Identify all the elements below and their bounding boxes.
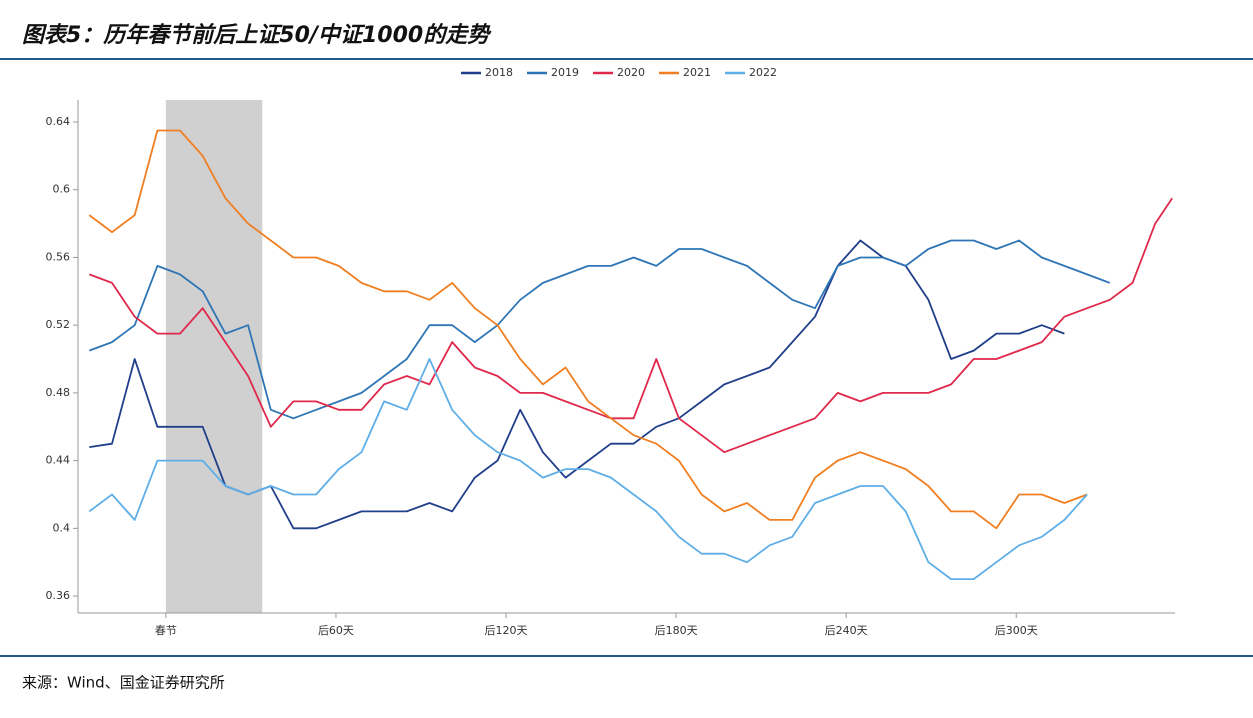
y-tick-label: 0.44: [46, 454, 71, 467]
legend-label: 2021: [683, 66, 711, 79]
x-tick-label: 春节: [155, 624, 177, 637]
x-tick-label: 后180天: [655, 624, 698, 637]
series-line: [88, 358, 1088, 580]
legend-label: 2020: [617, 66, 645, 79]
legend-label: 2022: [749, 66, 777, 79]
y-tick-label: 0.36: [46, 589, 71, 602]
x-tick-label: 后300天: [995, 624, 1038, 637]
y-tick-label: 0.48: [46, 386, 71, 399]
x-tick-label: 后240天: [825, 624, 868, 637]
series-line: [88, 197, 1173, 454]
y-tick-label: 0.64: [46, 115, 71, 128]
legend-label: 2018: [485, 66, 513, 79]
legend-label: 2019: [551, 66, 579, 79]
chart-title: 图表5：历年春节前后上证50/中证1000的走势: [22, 22, 492, 48]
x-tick-label: 后120天: [485, 624, 528, 637]
x-tick-label: 后60天: [318, 624, 354, 637]
source-note: 来源：Wind、国金证券研究所: [22, 674, 225, 692]
y-tick-label: 0.52: [46, 318, 71, 331]
series-line: [88, 129, 1088, 530]
shaded-period: [165, 100, 263, 613]
y-tick-label: 0.6: [53, 183, 71, 196]
series-line: [88, 239, 1111, 420]
y-tick-label: 0.56: [46, 250, 71, 263]
y-tick-label: 0.4: [53, 521, 71, 534]
